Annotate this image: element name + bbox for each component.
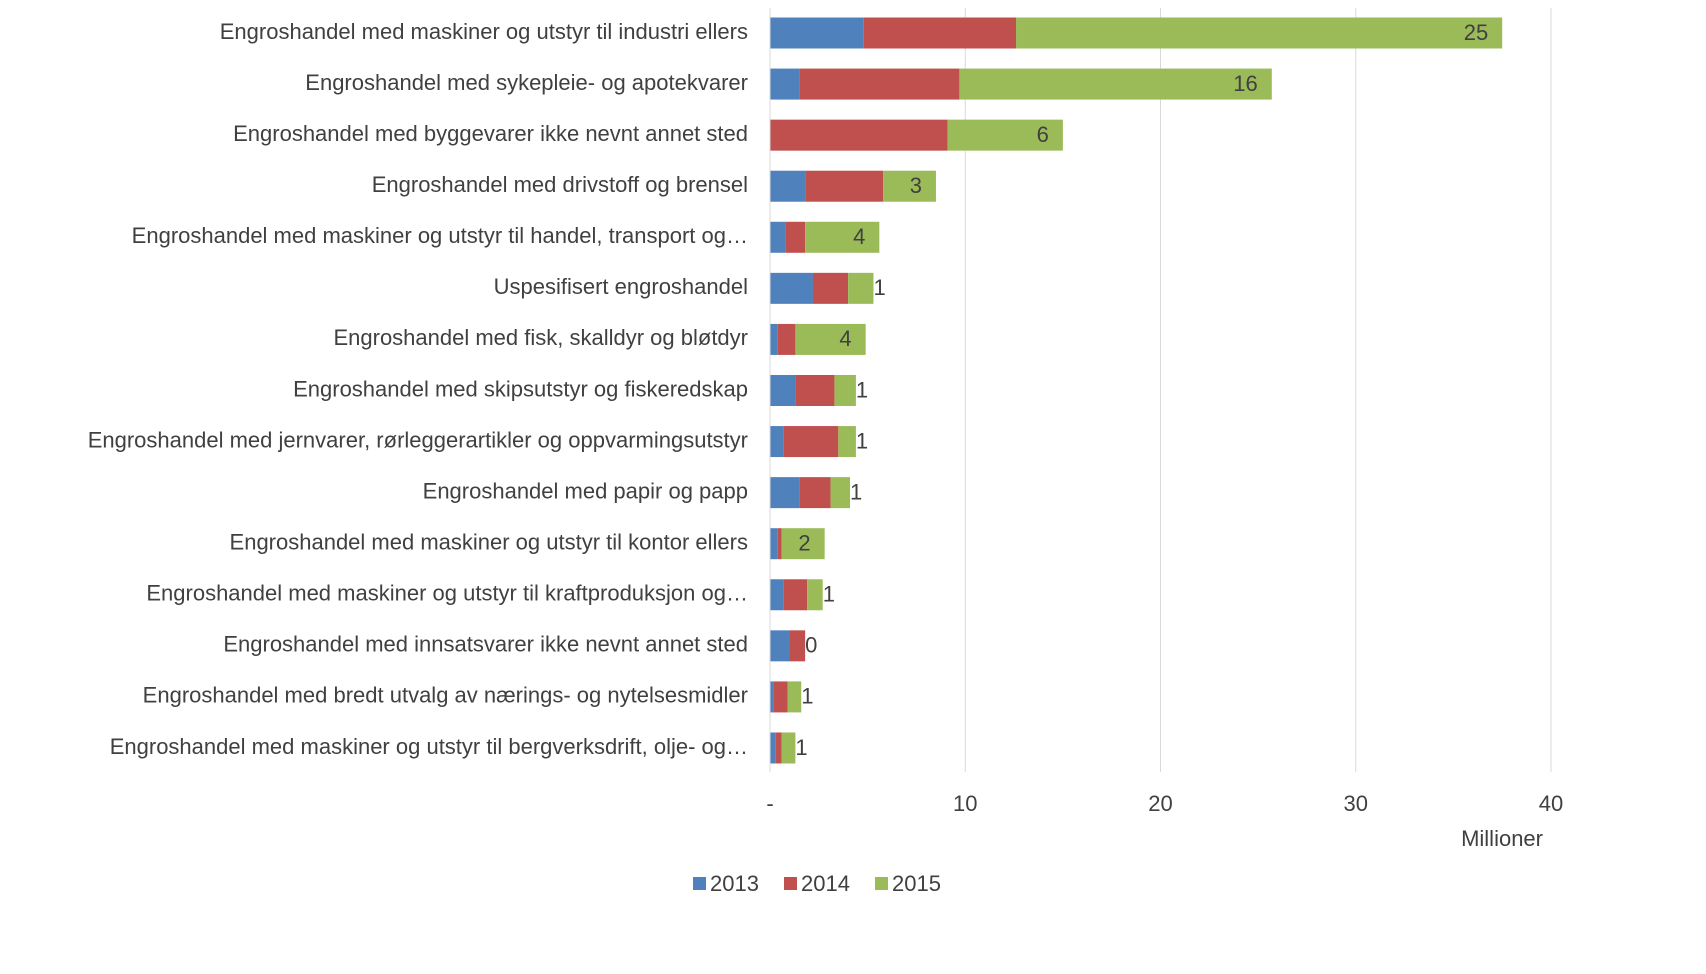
bar-segment: [787, 681, 802, 713]
data-label: 1: [795, 735, 807, 760]
bar-segment: [785, 221, 806, 253]
y-tick-label: Engroshandel med jernvarer, rørleggerart…: [88, 427, 748, 452]
legend-swatch: [784, 877, 797, 890]
data-label: 2: [798, 531, 810, 556]
bar-segment: [783, 426, 839, 458]
legend-swatch: [875, 877, 888, 890]
data-label: 6: [1037, 122, 1049, 147]
bar-segment: [770, 272, 813, 304]
bar-segment: [781, 528, 825, 560]
legend-swatch: [693, 877, 706, 890]
bar-segment: [775, 732, 782, 764]
bar-segment: [1016, 17, 1503, 49]
bar-segment: [770, 426, 784, 458]
bar-segment: [770, 528, 778, 560]
bar-segment: [770, 374, 796, 406]
y-tick-label: Engroshandel med maskiner og utstyr til …: [230, 530, 748, 555]
y-tick-label: Engroshandel med innsatsvarer ikke nevnt…: [223, 632, 748, 657]
data-label: 16: [1233, 71, 1257, 96]
data-label: 1: [823, 582, 835, 607]
bar-segment: [770, 732, 776, 764]
y-tick-label: Engroshandel med skipsutstyr og fiskered…: [293, 376, 748, 401]
bar-segment: [773, 681, 788, 713]
data-label: 4: [853, 224, 865, 249]
bar-segment: [863, 17, 1017, 49]
bar-segment: [777, 528, 782, 560]
bar-segment: [770, 681, 774, 713]
bar-segment: [770, 17, 864, 49]
bar-segment: [770, 68, 800, 100]
data-label: 0: [805, 633, 817, 658]
y-tick-label: Engroshandel med maskiner og utstyr til …: [220, 19, 748, 44]
data-label: 1: [873, 275, 885, 300]
data-label: 3: [910, 173, 922, 198]
bar-segment: [770, 477, 800, 509]
bar-segment: [830, 477, 851, 509]
y-tick-label: Engroshandel med maskiner og utstyr til …: [110, 734, 748, 759]
y-tick-label: Uspesifisert engroshandel: [494, 274, 748, 299]
y-tick-label: Engroshandel med fisk, skalldyr og bløtd…: [333, 325, 748, 350]
bar-segment: [795, 323, 866, 355]
bar-segment: [783, 579, 808, 611]
x-tick-label: 40: [1539, 791, 1563, 816]
bar-segment: [770, 170, 806, 202]
data-label: 1: [801, 684, 813, 709]
data-label: 1: [856, 428, 868, 453]
y-tick-label: Engroshandel med papir og papp: [423, 478, 748, 503]
bar-segment: [781, 732, 796, 764]
bar-segment: [959, 68, 1272, 100]
bar-segment: [770, 323, 778, 355]
bar-segment: [805, 170, 884, 202]
x-tick-label: 20: [1148, 791, 1172, 816]
bar-segment: [770, 119, 948, 151]
data-label: 1: [856, 377, 868, 402]
x-tick-label: 30: [1344, 791, 1368, 816]
bar-segment: [883, 170, 936, 202]
bar-segment: [812, 272, 849, 304]
bar-segment: [770, 221, 786, 253]
bar-segment: [848, 272, 874, 304]
data-label: 25: [1464, 20, 1488, 45]
y-tick-label: Engroshandel med bredt utvalg av nærings…: [143, 683, 748, 708]
bar-segment: [770, 579, 784, 611]
bar-segment: [799, 68, 960, 100]
x-tick-label: 10: [953, 791, 977, 816]
bar-segment: [770, 630, 790, 662]
y-tick-label: Engroshandel med maskiner og utstyr til …: [132, 223, 748, 248]
y-tick-label: Engroshandel med byggevarer ikke nevnt a…: [233, 121, 748, 146]
data-label: 4: [839, 326, 851, 351]
bar-segment: [807, 579, 823, 611]
legend-label: 2015: [892, 871, 941, 896]
bar-segment: [947, 119, 1063, 151]
data-label: 1: [850, 479, 862, 504]
bar-segment: [789, 630, 806, 662]
bar-segment: [795, 374, 835, 406]
bar-segment: [834, 374, 856, 406]
bar-segment: [777, 323, 796, 355]
y-tick-label: Engroshandel med drivstoff og brensel: [372, 172, 748, 197]
x-axis-label: Millioner: [1461, 826, 1543, 851]
x-tick-label: -: [766, 791, 773, 816]
y-tick-label: Engroshandel med sykepleie- og apotekvar…: [305, 70, 748, 95]
bar-segment: [799, 477, 831, 509]
y-tick-label: Engroshandel med maskiner og utstyr til …: [146, 581, 748, 606]
legend-label: 2014: [801, 871, 850, 896]
legend-label: 2013: [710, 871, 759, 896]
bar-segment: [805, 221, 880, 253]
bar-segment: [838, 426, 856, 458]
